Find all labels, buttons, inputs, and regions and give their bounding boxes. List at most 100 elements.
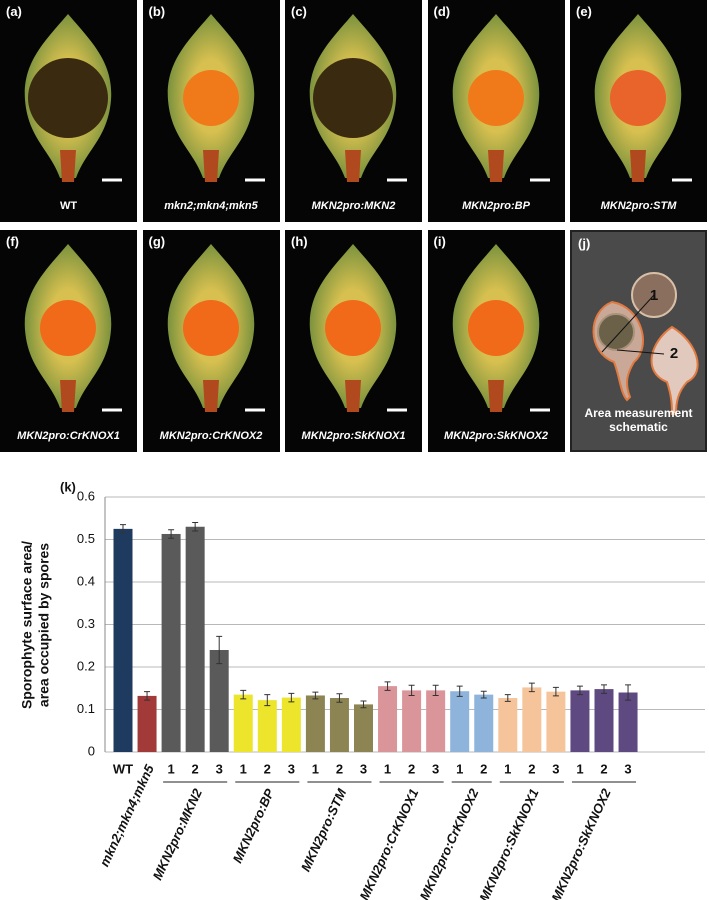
group-label: MKN2pro:SkKNOX2	[548, 786, 614, 900]
error-bar	[480, 690, 487, 699]
y-tick-label: 0	[88, 743, 95, 758]
error-bar	[312, 691, 319, 700]
panel-caption: MKN2pro:SkKNOX1	[301, 430, 406, 442]
panel-caption: mkn2;mkn4;mkn5	[164, 200, 258, 212]
photo-panel: (h) MKN2pro:SkKNOX1	[285, 230, 422, 452]
schematic-drawing: 1 2	[592, 272, 699, 415]
photo-panel: (g) MKN2pro:CrKNOX2	[142, 230, 280, 452]
y-tick-label: 0.2	[77, 658, 95, 673]
bar-label: 2	[600, 761, 607, 776]
bar	[354, 704, 373, 752]
bar-label: 2	[192, 761, 199, 776]
photo	[452, 244, 550, 412]
panel-caption: MKN2pro:BP	[462, 200, 530, 212]
panel-caption: MKN2pro:SkKNOX2	[444, 430, 548, 442]
photo	[309, 244, 407, 412]
error-bar	[120, 524, 126, 534]
photo-panel: (f) MKN2pro:CrKNOX1	[0, 230, 137, 452]
chart: (k) Sporophyte surface area/area occupie…	[19, 479, 705, 900]
error-bar	[456, 685, 463, 697]
group-label: MKN2pro:SkKNOX1	[476, 786, 541, 900]
panel-caption: MKN2pro:CrKNOX2	[159, 430, 263, 442]
spore-mass	[40, 300, 96, 356]
bar	[329, 698, 349, 752]
bar	[113, 528, 133, 752]
bar-label: 1	[167, 761, 174, 776]
error-bar	[168, 529, 175, 539]
capsule-shape	[650, 325, 699, 415]
error-bar	[360, 700, 367, 709]
photo-panel: (b) mkn2;mkn4;mkn5	[142, 0, 280, 222]
capsule-foot	[202, 150, 219, 182]
bar-label: 1	[504, 761, 511, 776]
panel-letter: (j)	[578, 236, 591, 251]
spore-mass	[467, 300, 524, 356]
photo-panel: (c) MKN2pro:MKN2	[285, 0, 422, 222]
y-tick-label: 0.5	[77, 531, 95, 546]
y-axis-label: area occupied by spores	[36, 543, 52, 707]
panel-caption: WT	[59, 200, 78, 212]
pointer	[601, 294, 655, 353]
panel-caption: MKN2pro:STM	[600, 200, 677, 212]
error-bar	[336, 693, 343, 703]
bar-label: 3	[216, 761, 223, 776]
error-bar	[528, 682, 535, 693]
bar-label: 2	[264, 761, 271, 776]
bar-label: 1	[576, 761, 583, 776]
photo	[24, 244, 122, 412]
group-label: MKN2pro:BP	[230, 786, 278, 865]
spore-mass	[610, 70, 666, 126]
bar	[474, 694, 494, 752]
panel-letter: (c)	[291, 4, 307, 19]
panel-letter: (e)	[576, 4, 592, 19]
bar-label: 1	[240, 761, 247, 776]
spore-mass	[28, 58, 108, 138]
error-bar	[216, 635, 223, 665]
panel-letter: (k)	[60, 479, 76, 494]
photo	[167, 14, 265, 182]
panel-letter: (a)	[6, 4, 22, 19]
bar-label: 3	[624, 761, 631, 776]
spore-area	[597, 313, 635, 351]
error-bar	[144, 691, 151, 701]
y-tick-label: 0.6	[77, 488, 95, 503]
photo	[452, 14, 550, 182]
photo	[594, 14, 692, 182]
photo-panel: (e) MKN2pro:STM	[570, 0, 707, 222]
group-label: WT	[113, 761, 133, 776]
group-label: MKN2pro:MKN2	[150, 786, 206, 883]
group-label: MKN2pro:CrKNOX1	[357, 786, 422, 900]
error-bar	[601, 684, 607, 694]
error-bar	[240, 689, 247, 700]
spore-mass	[182, 70, 239, 126]
schematic-label: 1	[650, 287, 658, 304]
bar	[594, 689, 614, 752]
photo-panel: (a) WT	[0, 0, 137, 222]
y-axis-label: Sporophyte surface area/	[19, 541, 35, 709]
schematic-label: 2	[670, 345, 678, 362]
panel-letter: (d)	[433, 4, 451, 19]
bar	[522, 687, 542, 752]
error-bar	[384, 681, 391, 691]
error-bar	[432, 684, 439, 696]
group-label: MKN2pro:CrKNOX2	[417, 786, 482, 900]
panel-letter: (b)	[148, 4, 166, 19]
panel-letter: (h)	[291, 234, 308, 249]
group-label: mkn2;mkn4;mkn5	[97, 762, 158, 869]
error-bar	[552, 686, 559, 697]
photo-panel: (d) MKN2pro:BP	[427, 0, 565, 222]
schematic-caption: Area measurement schematic	[584, 406, 693, 434]
bar-label: 2	[336, 761, 343, 776]
bar-label: 3	[552, 761, 559, 776]
bar	[618, 692, 638, 752]
error-bar	[408, 684, 415, 696]
bar-label: 1	[456, 761, 463, 776]
y-tick-label: 0.3	[77, 616, 95, 631]
schematic-panel: 1 2 (j) Area measurement schematic	[570, 230, 707, 452]
panel-caption: MKN2pro:MKN2	[311, 200, 396, 212]
bar-label: 2	[528, 761, 535, 776]
spore-mass	[467, 70, 524, 126]
bar	[233, 694, 253, 752]
bar	[378, 686, 398, 752]
